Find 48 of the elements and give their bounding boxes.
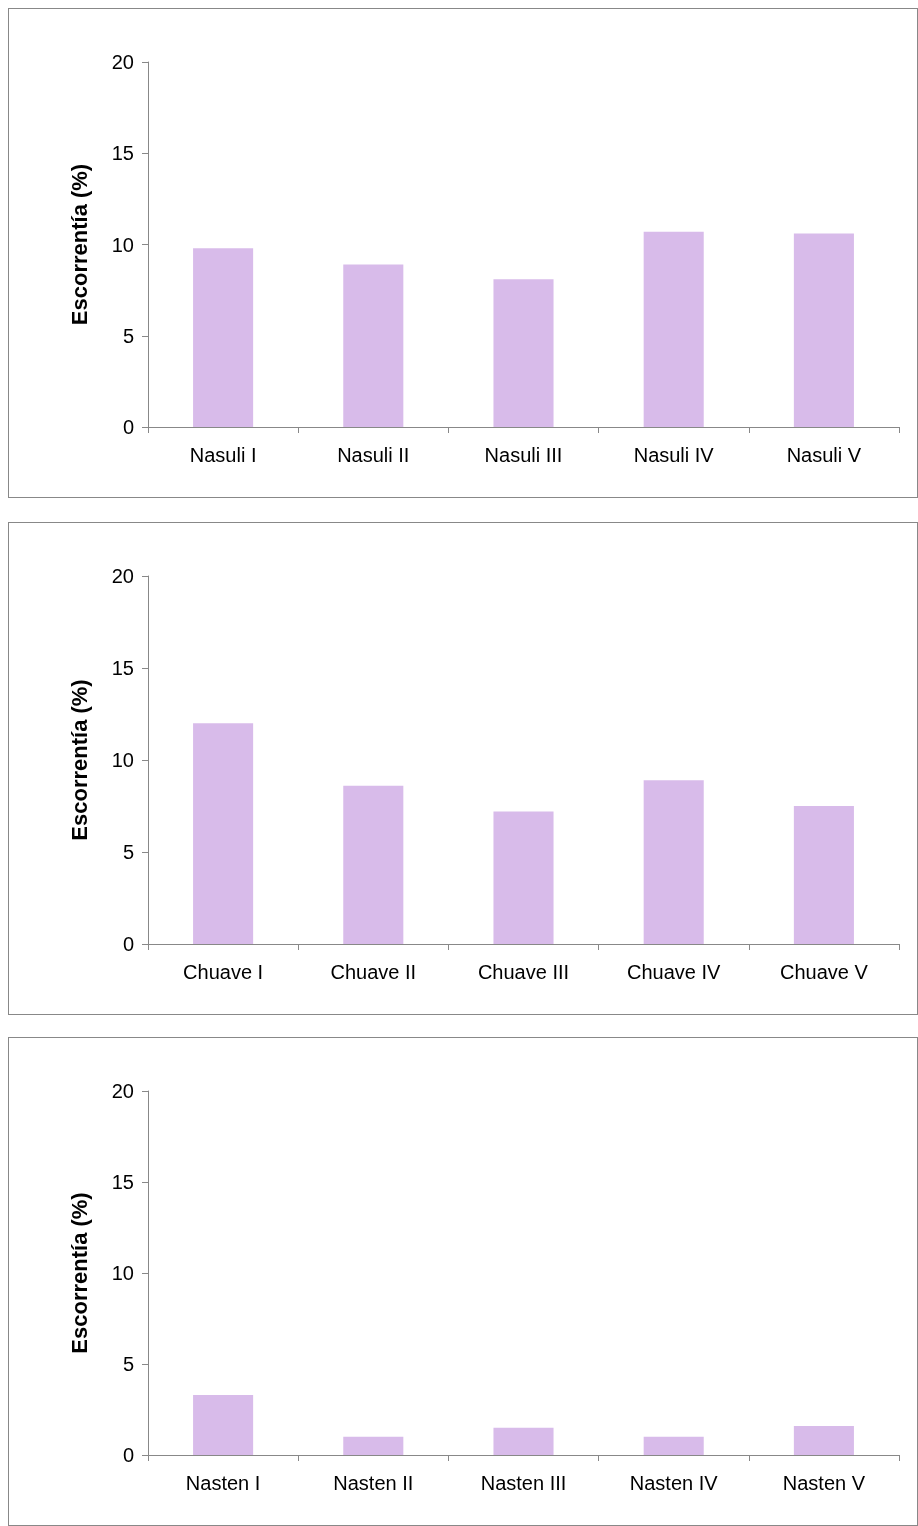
x-tick-label: Nasten I [185,1472,261,1494]
y-tick-label: 0 [122,1444,134,1466]
y-tick-label: 15 [111,657,134,679]
y-tick-label: 5 [122,841,134,863]
x-tick-label: Chuave V [779,961,869,983]
bar [193,723,254,944]
bar [643,231,704,427]
bar [493,1427,554,1455]
y-axis-title: Escorrentía (%) [66,1192,92,1354]
x-tick-label: Nasuli V [786,444,862,466]
bar [343,264,404,427]
bar [793,233,854,427]
bar [343,785,404,944]
y-tick-label: 10 [111,749,134,771]
y-tick-label: 0 [122,933,134,955]
x-tick-label: Nasten V [782,1472,866,1494]
bar [343,1436,404,1455]
y-tick-label: 0 [122,416,134,438]
bar [793,1425,854,1455]
x-tick-label: Chuave III [477,961,570,983]
bar [193,1394,254,1455]
bar [493,811,554,944]
x-tick-label: Chuave II [330,961,417,983]
y-tick-label: 20 [111,1080,134,1102]
x-tick-label: Chuave I [183,961,264,983]
y-tick-label: 10 [111,233,134,256]
x-tick-label: Nasuli II [337,444,410,466]
bar [493,279,554,427]
y-tick-label: 5 [122,1353,134,1375]
x-tick-label: Nasuli I [189,444,257,466]
y-tick-label: 15 [111,1171,134,1193]
x-tick-label: Nasuli IV [633,444,715,466]
bar [793,806,854,944]
y-tick-label: 20 [111,51,134,73]
y-tick-label: 10 [111,1262,134,1284]
x-tick-label: Nasuli III [484,444,563,466]
y-tick-label: 5 [122,324,134,347]
y-tick-label: 20 [111,565,134,587]
bar [193,248,254,427]
x-tick-label: Chuave IV [627,961,722,983]
x-tick-label: Nasten IV [629,1472,719,1494]
y-axis-title: Escorrentía (%) [66,679,92,841]
x-tick-label: Nasten III [480,1472,567,1494]
y-axis-title: Escorrentía (%) [66,163,92,326]
x-tick-label: Nasten II [333,1472,414,1494]
y-tick-label: 15 [111,142,134,165]
bar [643,780,704,944]
bar [643,1436,704,1455]
